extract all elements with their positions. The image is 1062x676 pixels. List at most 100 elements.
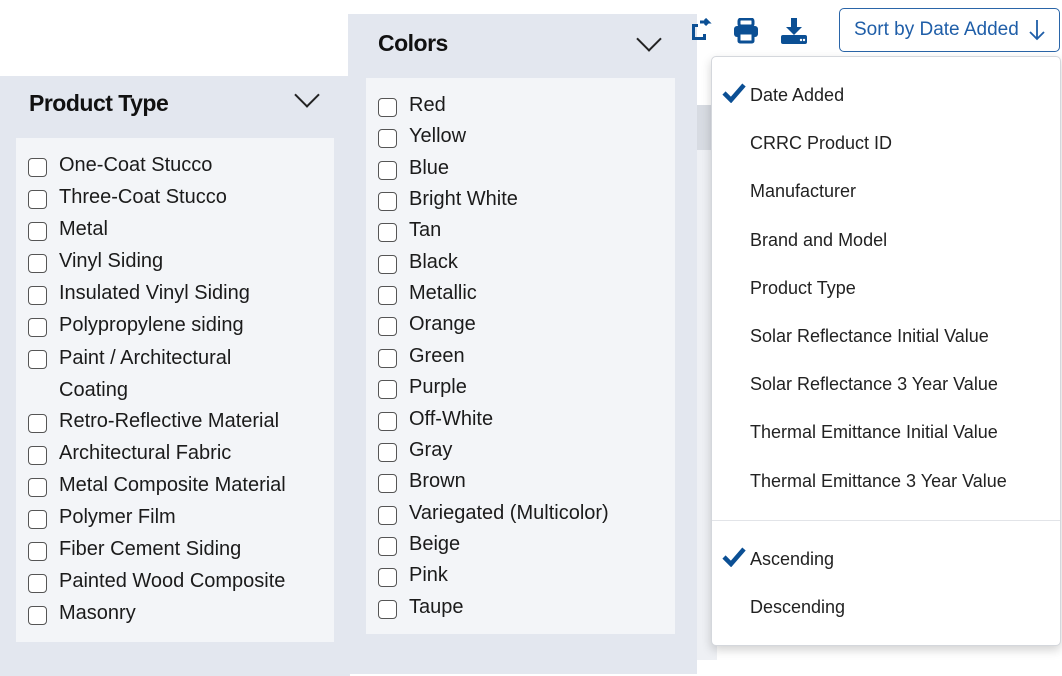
filter-option-label: Yellow: [409, 125, 467, 148]
filter-option[interactable]: Insulated Vinyl Siding: [28, 282, 250, 305]
filter-option[interactable]: Fiber Cement Siding: [28, 538, 241, 561]
filter-option-label: Pink: [409, 564, 448, 587]
filter-option[interactable]: Orange: [378, 313, 476, 337]
filter-option[interactable]: Metal: [28, 218, 108, 241]
filter-option-label: Architectural Fabric: [59, 442, 232, 464]
checkbox[interactable]: [378, 474, 397, 494]
filter-option-label: Polypropylene siding: [59, 314, 244, 336]
share-icon[interactable]: [690, 17, 712, 42]
filter-option[interactable]: Three-Coat Stucco: [28, 186, 227, 209]
checkbox[interactable]: [378, 442, 397, 462]
checkbox[interactable]: [28, 542, 47, 561]
checkbox[interactable]: [378, 536, 397, 556]
filter-option[interactable]: Variegated (Multicolor): [378, 502, 609, 525]
colors-list: Red Yellow Blue Bright White Tan Black Metalli…: [366, 78, 675, 634]
sort-option[interactable]: Descending: [750, 597, 845, 618]
checkbox[interactable]: [28, 158, 47, 177]
filter-option[interactable]: Taupe: [378, 596, 464, 619]
filter-option[interactable]: One-Coat Stucco: [28, 154, 212, 177]
sort-option[interactable]: Solar Reflectance 3 Year Value: [750, 374, 998, 395]
checkbox[interactable]: [378, 160, 397, 180]
sort-option[interactable]: CRRC Product ID: [750, 133, 892, 154]
checkbox[interactable]: [28, 478, 47, 497]
checkbox[interactable]: [378, 129, 397, 149]
checkbox[interactable]: [28, 606, 47, 625]
filter-option-label: Retro-Reflective Material: [59, 410, 280, 432]
checkbox[interactable]: [28, 446, 47, 465]
filter-option-label: Gray: [409, 438, 453, 461]
checkbox[interactable]: [378, 98, 397, 117]
sort-option[interactable]: Ascending: [722, 547, 834, 570]
filter-option[interactable]: Tan: [378, 219, 441, 243]
filter-option[interactable]: Green: [378, 345, 465, 368]
filter-option[interactable]: Yellow: [378, 125, 467, 149]
checkbox[interactable]: [378, 568, 397, 588]
sort-option-label: Descending: [750, 597, 846, 617]
filter-option[interactable]: Painted Wood Composite: [28, 570, 285, 593]
filter-option[interactable]: Architectural Fabric: [28, 442, 231, 465]
filter-option[interactable]: Bright White: [378, 188, 518, 212]
filter-option-label: Beige: [409, 532, 461, 555]
filter-option-label: Blue: [409, 156, 450, 179]
checkbox[interactable]: [378, 380, 397, 400]
checkbox[interactable]: [28, 286, 47, 305]
filter-option[interactable]: Black: [378, 251, 458, 274]
checkbox[interactable]: [378, 505, 397, 525]
sort-option[interactable]: Product Type: [750, 278, 856, 299]
checkbox[interactable]: [378, 599, 397, 619]
filter-option[interactable]: Polypropylene siding: [28, 314, 244, 337]
filter-option[interactable]: Gray: [378, 439, 452, 462]
checkbox[interactable]: [28, 510, 47, 529]
filter-option-label: Brown: [409, 470, 466, 493]
filter-option[interactable]: Polymer Film: [28, 506, 176, 529]
chevron-down-icon[interactable]: [636, 26, 662, 52]
filter-option[interactable]: Off-White: [378, 408, 493, 431]
filter-option-label: Off-White: [409, 407, 494, 430]
checkbox[interactable]: [28, 318, 47, 337]
sort-option[interactable]: Date Added: [722, 83, 844, 106]
print-icon[interactable]: [733, 17, 759, 44]
filter-option[interactable]: Brown: [378, 470, 466, 494]
sort-button[interactable]: Sort by Date Added: [839, 8, 1060, 52]
chevron-down-icon[interactable]: [294, 82, 320, 108]
checkbox[interactable]: [378, 254, 397, 274]
sort-option[interactable]: Manufacturer: [750, 181, 856, 202]
checkbox[interactable]: [378, 192, 397, 212]
filter-option-label: Three-Coat Stucco: [59, 186, 227, 208]
sort-option[interactable]: Brand and Model: [750, 230, 887, 251]
checkmark-icon: [722, 83, 746, 103]
checkbox[interactable]: [28, 222, 47, 241]
filter-option[interactable]: Paint / Architectural Coating: [28, 346, 269, 406]
sort-option[interactable]: Solar Reflectance Initial Value: [750, 326, 989, 347]
checkbox[interactable]: [378, 317, 397, 337]
sort-option-label: Thermal Emittance Initial Value: [750, 422, 998, 443]
filter-option[interactable]: Metallic: [378, 282, 477, 306]
arrow-down-icon: [1029, 20, 1045, 41]
checkbox[interactable]: [28, 254, 47, 273]
filter-option[interactable]: Pink: [378, 564, 448, 588]
sort-option[interactable]: Thermal Emittance Initial Value: [750, 422, 998, 443]
filter-option[interactable]: Red: [378, 94, 446, 117]
filter-option[interactable]: Metal Composite Material: [28, 474, 286, 497]
filter-option[interactable]: Purple: [378, 376, 467, 400]
filter-option[interactable]: Beige: [378, 533, 460, 556]
filter-option-label: Orange: [409, 313, 476, 336]
checkbox[interactable]: [28, 190, 47, 209]
filter-option[interactable]: Blue: [378, 157, 449, 180]
checkbox[interactable]: [378, 286, 397, 306]
filter-option[interactable]: Retro-Reflective Material: [28, 410, 279, 433]
checkbox[interactable]: [378, 348, 397, 368]
checkbox[interactable]: [378, 411, 397, 431]
checkbox[interactable]: [378, 223, 397, 243]
filter-option-label: Insulated Vinyl Siding: [59, 282, 250, 304]
download-icon[interactable]: [781, 18, 807, 44]
filter-option-label: Paint / Architectural Coating: [59, 347, 232, 401]
checkbox[interactable]: [28, 414, 47, 433]
filter-option[interactable]: Vinyl Siding: [28, 250, 163, 273]
checkbox[interactable]: [28, 350, 47, 369]
filter-option[interactable]: Masonry: [28, 602, 136, 625]
checkbox[interactable]: [28, 574, 47, 593]
sort-option-label: Solar Reflectance 3 Year Value: [750, 374, 998, 395]
sort-option[interactable]: Thermal Emittance 3 Year Value: [750, 471, 1007, 492]
filter-option-label: One-Coat Stucco: [59, 154, 213, 176]
